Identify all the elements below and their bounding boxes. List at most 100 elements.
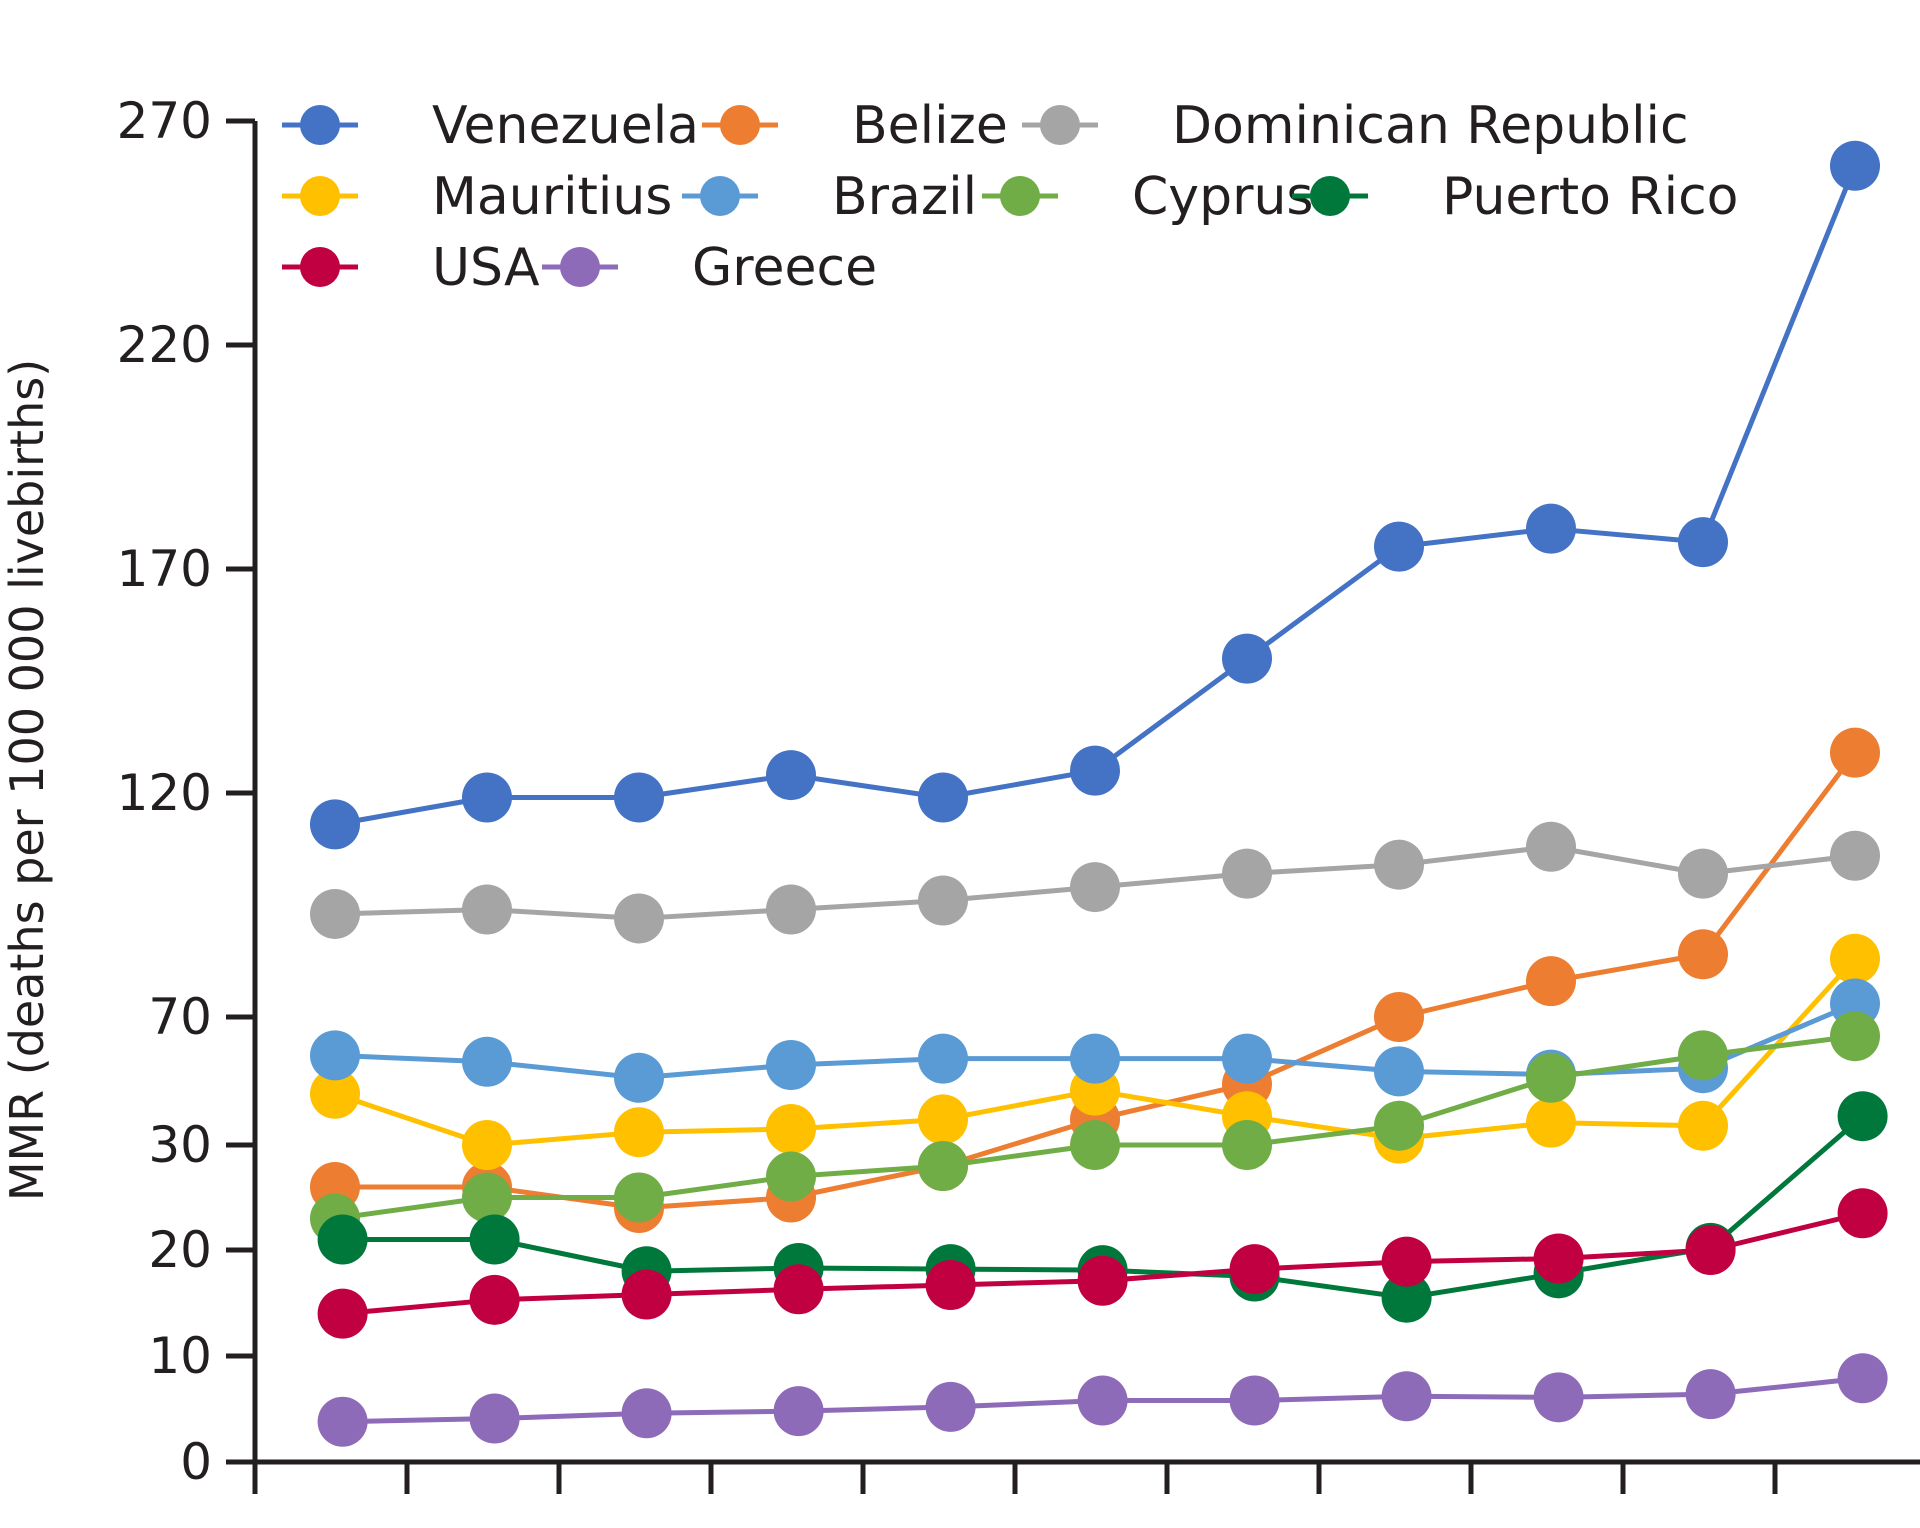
data-point [1678,1100,1728,1151]
data-point [918,1033,968,1084]
legend-label: Dominican Republic [1172,96,1689,156]
legend-item: Cyprus [982,167,1314,227]
series-dominican-republic [310,821,1880,944]
data-point [1685,1369,1736,1420]
data-point [1222,848,1272,899]
data-point [1685,1225,1736,1275]
legend-item: Brazil [682,167,977,227]
data-point [1381,1371,1432,1422]
y-axis-ticks: 0 10 20 30 70 120 170 220 270 [117,92,255,1491]
data-point [1070,862,1120,913]
data-point [1830,1011,1880,1062]
data-point [1533,1372,1584,1423]
legend-swatch-marker [560,247,600,287]
data-point [766,1151,816,1202]
data-point [1678,1030,1728,1081]
data-point [766,1040,816,1090]
data-point [1526,821,1576,872]
legend: Venezuela Belize Dominican Republic Mauriti… [282,96,1739,298]
legend-swatch-marker [700,176,740,216]
data-point [621,1269,672,1320]
data-point [614,1172,664,1223]
legend-swatch-marker [1310,176,1350,216]
data-point [1533,1233,1584,1284]
legend-label: Greece [692,238,877,298]
data-point [1526,956,1576,1007]
data-point [1678,929,1728,980]
data-point [1830,140,1880,191]
legend-item: Venezuela [282,96,699,156]
data-point [1374,992,1424,1042]
data-point [1374,521,1424,572]
legend-label: USA [432,238,540,298]
data-point [1837,1091,1888,1142]
data-point [1830,727,1880,778]
y-tick-label: 170 [117,540,212,598]
data-point [918,1094,968,1145]
legend-swatch-marker [300,247,340,287]
data-point [1526,1097,1576,1148]
y-tick-label: 0 [180,1433,212,1491]
legend-swatch-marker [1000,176,1040,216]
data-point [1837,1188,1888,1239]
data-point [310,1030,360,1081]
data-point [1830,933,1880,984]
data-point [614,772,664,823]
data-point [1070,1120,1120,1170]
data-point [621,1388,672,1439]
data-point [1526,503,1576,554]
legend-item: Mauritius [282,167,672,227]
y-tick-label: 10 [148,1327,212,1385]
data-point [1678,848,1728,899]
legend-item: USA [282,238,540,298]
data-point [310,888,360,939]
y-tick-label: 30 [148,1116,212,1174]
data-point [1229,1244,1280,1295]
legend-label: Cyprus [1132,167,1314,227]
data-point [766,884,816,935]
legend-item: Puerto Rico [1292,167,1739,227]
series-greece [317,1353,1888,1447]
data-point [469,1274,520,1325]
data-point [462,884,512,935]
data-point [462,1172,512,1223]
data-point [1837,1353,1888,1404]
y-tick-label: 120 [117,764,212,822]
data-point [1077,1255,1128,1306]
data-point [1222,1033,1272,1084]
data-point [1374,1046,1424,1097]
data-point [1222,633,1272,684]
data-point [310,1068,360,1119]
legend-label: Mauritius [432,167,672,227]
data-point [1526,1052,1576,1103]
x-axis-ticks [252,1462,1778,1494]
data-point [1381,1272,1432,1323]
y-tick-label: 70 [148,988,212,1046]
data-point [317,1288,368,1339]
legend-item: Belize [702,96,1008,156]
data-point [469,1393,520,1444]
legend-swatch-marker [720,105,760,145]
data-point [1070,745,1120,796]
legend-item: Greece [542,238,877,298]
data-point [317,1396,368,1447]
legend-label: Puerto Rico [1442,167,1739,227]
data-point [773,1386,824,1437]
legend-swatch-marker [300,105,340,145]
data-point [1678,517,1728,568]
legend-swatch-marker [1040,105,1080,145]
data-point [1374,1100,1424,1151]
legend-label: Brazil [832,167,977,227]
data-point [1077,1375,1128,1426]
series-group [310,140,1888,1447]
data-point [1070,1033,1120,1084]
data-point [1374,839,1424,890]
data-point [469,1214,520,1265]
data-point [614,893,664,944]
data-point [918,875,968,926]
data-point [1222,1120,1272,1170]
series-usa [317,1188,1888,1339]
data-point [317,1214,368,1265]
data-point [766,750,816,801]
